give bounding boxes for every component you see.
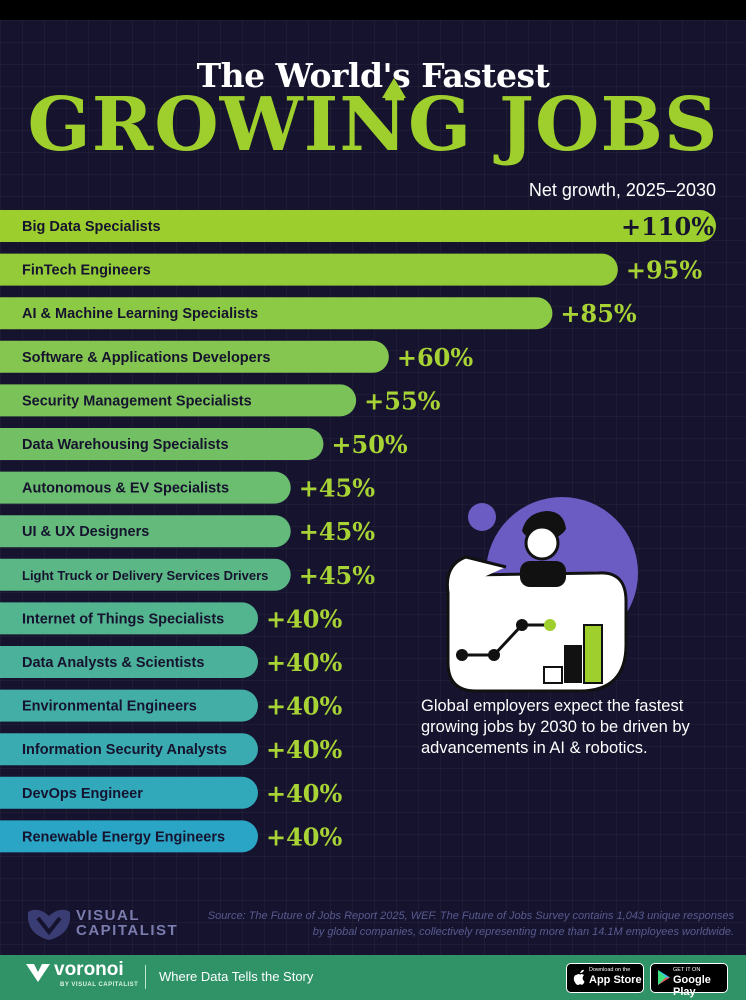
source-note: Source: The Future of Jobs Report 2025, …	[207, 910, 734, 938]
chart-subtitle: Net growth, 2025–2030	[528, 180, 716, 200]
bar	[0, 515, 291, 548]
bar-category-label: UI & UX Designers	[22, 524, 149, 540]
bar-category-label: Renewable Energy Engineers	[22, 829, 225, 845]
bar-value-label: +45%	[299, 517, 376, 546]
bar	[0, 384, 357, 417]
bar-value-label: +110%	[621, 212, 714, 241]
footer-bar: voronoi BY VISUAL CAPITALIST Where Data …	[0, 955, 746, 1000]
bar	[0, 253, 618, 286]
person-face	[524, 525, 560, 561]
bar-value-label: +40%	[266, 604, 343, 633]
trend-point-highlight	[544, 619, 556, 631]
bar	[0, 471, 291, 504]
title-line-1: The World's Fastest	[196, 56, 550, 95]
bar-category-label: FinTech Engineers	[22, 263, 151, 279]
bar	[0, 558, 291, 591]
footer-divider	[145, 965, 146, 989]
bar-category-label: Environmental Engineers	[22, 699, 197, 715]
bar-value-label: +40%	[266, 779, 343, 808]
bar	[0, 689, 258, 722]
trend-point	[488, 649, 500, 661]
google-play-icon	[658, 970, 670, 985]
bar	[0, 340, 389, 373]
bar-value-label: +45%	[299, 561, 376, 590]
vc-line-1: VISUAL	[76, 907, 141, 924]
google-play-small-text: GET IT ON	[673, 967, 701, 973]
google-play-label: Google Play	[673, 974, 711, 998]
scroll-edge	[445, 555, 507, 594]
app-store-small-text: Download on the	[589, 967, 631, 973]
bar-category-label: AI & Machine Learning Specialists	[22, 306, 258, 322]
bar	[0, 820, 258, 853]
bar	[0, 210, 716, 242]
bar-category-label: Big Data Specialists	[22, 219, 161, 235]
bar-value-label: +45%	[299, 474, 376, 503]
bar-value-label: +40%	[266, 822, 343, 851]
bar-value-label: +95%	[626, 256, 703, 285]
bar-value-label: +40%	[266, 735, 343, 764]
bar-category-label: Software & Applications Developers	[22, 350, 270, 366]
growth-arrow-icon	[382, 78, 406, 98]
voronoi-logo-icon	[26, 964, 50, 982]
bar	[0, 297, 553, 330]
bar-value-label: +40%	[266, 648, 343, 677]
app-store-button[interactable]: Download on the App Store	[566, 963, 644, 993]
title-line-2: GROWING JOBS	[27, 82, 719, 168]
bar-category-label: Security Management Specialists	[22, 393, 252, 409]
bar-value-label: +55%	[364, 386, 441, 415]
bar-category-label: Data Warehousing Specialists	[22, 437, 229, 453]
apple-icon	[573, 969, 585, 985]
infographic: The World's Fastest GROWING JOBS Net gro…	[0, 20, 746, 1000]
mini-bar	[543, 666, 563, 684]
bar	[0, 646, 258, 678]
bar-category-label: DevOps Engineer	[22, 786, 143, 802]
app-store-label: App Store	[589, 974, 642, 986]
trend-line	[462, 623, 550, 657]
illustration-caption: Global employers expect the fastest grow…	[421, 697, 690, 757]
illustration-dot	[468, 503, 496, 531]
bar	[0, 776, 258, 809]
bar	[0, 602, 258, 635]
tagline: Where Data Tells the Story	[159, 969, 314, 984]
bar-value-label: +60%	[397, 343, 474, 372]
mini-bar	[564, 645, 582, 683]
vc-mark-icon	[27, 909, 71, 940]
bar-value-label: +50%	[331, 430, 408, 459]
voronoi-wordmark: voronoi	[54, 959, 124, 980]
person-body	[520, 561, 566, 587]
voronoi-subtitle: BY VISUAL CAPITALIST	[60, 982, 139, 988]
bar-category-label: Data Analysts & Scientists	[22, 655, 204, 671]
person-with-chart-icon	[445, 497, 638, 693]
visual-capitalist-logo: VISUAL CAPITALIST	[26, 904, 186, 944]
bar	[0, 428, 324, 460]
vc-wordmark: VISUAL CAPITALIST	[76, 908, 178, 938]
bar-category-label: Autonomous & EV Specialists	[22, 481, 229, 497]
bar-value-label: +40%	[266, 692, 343, 721]
bar-category-label: Light Truck or Delivery Services Drivers	[22, 568, 268, 583]
bar-category-label: Information Security Analysts	[22, 742, 227, 758]
trend-point	[456, 649, 468, 661]
vc-line-2: CAPITALIST	[76, 922, 179, 939]
bar-category-label: Internet of Things Specialists	[22, 611, 224, 627]
google-play-button[interactable]: GET IT ON Google Play	[650, 963, 728, 998]
trend-point	[516, 619, 528, 631]
bar-value-label: +85%	[560, 299, 637, 328]
bar	[0, 733, 258, 766]
mini-bar	[583, 624, 603, 684]
bar-chart: Big Data Specialists +110% FinTech Enginee…	[0, 210, 716, 853]
